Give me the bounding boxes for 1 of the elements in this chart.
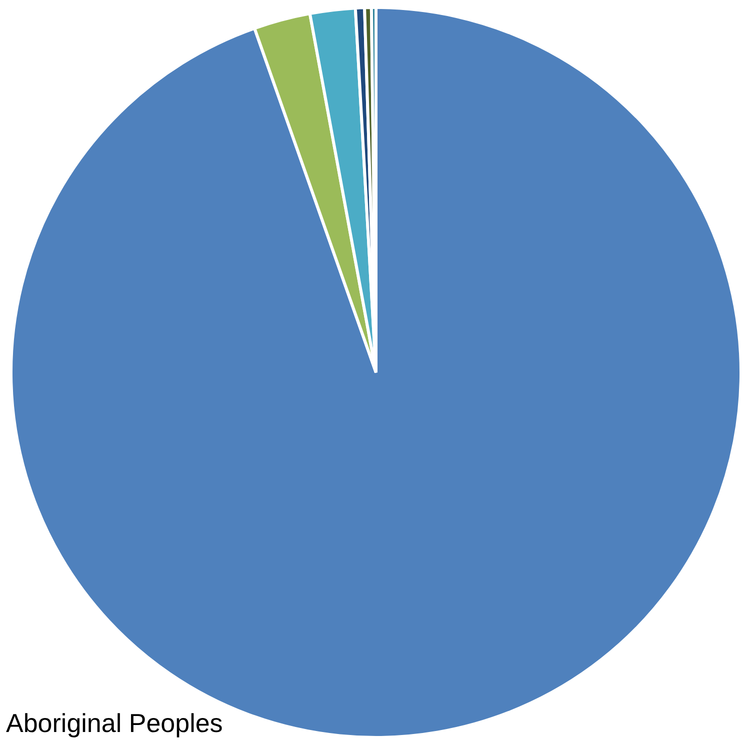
text: Aboriginal Peoples (6, 708, 223, 738)
